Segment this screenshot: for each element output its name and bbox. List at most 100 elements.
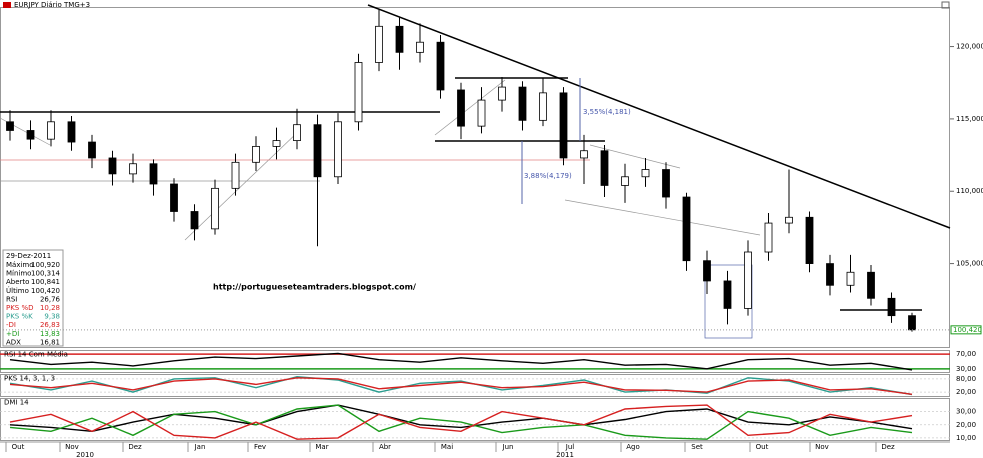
candle-body: [334, 121, 342, 178]
panel-title: RSI 14 Com Média: [4, 351, 68, 359]
x-tick-label: Ago: [626, 443, 640, 451]
candle-body: [682, 196, 691, 262]
info-label: PKS %D: [6, 304, 34, 312]
indicator-line: [9, 352, 913, 371]
candle-body: [211, 187, 219, 230]
info-label: Mínimo: [6, 270, 31, 278]
y-tick-label: 20,00: [956, 388, 976, 396]
candle-body: [887, 297, 896, 317]
x-tick-label: Dez: [881, 443, 895, 451]
candle-body: [662, 169, 670, 198]
indicator-line: [9, 404, 913, 440]
info-value: 100,314: [31, 270, 60, 278]
candle-body: [149, 163, 158, 185]
panel-title: DMI 14: [4, 399, 29, 407]
info-value: 10,28: [40, 304, 60, 312]
indicator-line: [9, 377, 913, 395]
candle-body: [826, 263, 834, 286]
info-label: PKS %K: [6, 313, 33, 321]
candle-body: [88, 141, 96, 159]
x-tick-label: Out: [12, 443, 25, 451]
info-label: ADX: [6, 338, 21, 346]
x-tick-label: Out: [756, 443, 769, 451]
last-price-label: 100,420: [953, 326, 982, 334]
y-tick-label: 30,00: [956, 408, 976, 416]
channel-line: [434, 79, 506, 136]
candle-body: [518, 86, 527, 121]
x-tick-label: Dez: [128, 443, 142, 451]
info-value: 100,420: [31, 287, 60, 295]
candle-body: [436, 41, 445, 91]
x-tick-label: Nov: [815, 443, 829, 451]
candle-body: [129, 163, 137, 175]
candle-body: [293, 124, 301, 142]
dmi-panel: [0, 398, 950, 441]
stoch-panel: [0, 374, 950, 397]
info-value: 26,76: [40, 295, 61, 303]
panel-title: PKS 14, 3, 1, 3: [4, 375, 55, 383]
year-label: 2010: [76, 451, 94, 458]
candle-body: [559, 92, 568, 159]
info-label: RSI: [6, 295, 17, 303]
info-value: 100,841: [31, 278, 60, 286]
candle-body: [272, 140, 281, 147]
x-tick-label: Fev: [254, 443, 266, 451]
y-tick-label: 120,000: [956, 43, 983, 51]
annotation: 3,55%(4,181): [583, 108, 631, 116]
candle-body: [190, 211, 199, 230]
info-value: 100,920: [31, 261, 60, 269]
candle-body: [908, 315, 916, 331]
candle-body: [641, 169, 650, 178]
candle-body: [354, 62, 363, 123]
candle-body: [375, 25, 383, 63]
candle-body: [477, 99, 486, 127]
candle-body: [764, 222, 773, 253]
channel-line: [184, 129, 301, 241]
y-tick-label: 30,00: [956, 365, 976, 373]
y-tick-label: 115,000: [956, 115, 983, 123]
info-label: Aberto: [6, 278, 29, 286]
candle-body: [805, 216, 814, 264]
x-tick-label: Abr: [379, 443, 391, 451]
candle-body: [539, 92, 547, 121]
x-tick-label: Jul: [565, 443, 575, 451]
candle-body: [846, 271, 855, 286]
candle-body: [416, 41, 424, 53]
candle-body: [600, 150, 609, 186]
highlight-box: [704, 264, 753, 339]
indicator-line: [9, 404, 913, 433]
trend-line: [367, 4, 951, 229]
y-tick-label: 110,000: [956, 187, 983, 195]
candle-body: [231, 161, 240, 189]
candle-body: [47, 121, 55, 140]
candle-body: [867, 271, 875, 299]
y-tick-label: 70,00: [956, 350, 976, 358]
candle-body: [621, 176, 629, 186]
y-tick-label: 20,00: [956, 421, 976, 429]
candle-body: [703, 260, 711, 282]
window-button[interactable]: [941, 1, 950, 9]
trend-lines: [0, 4, 951, 311]
candle-body: [67, 121, 76, 143]
candle-body: [457, 89, 465, 127]
candle-body: [395, 25, 404, 53]
candle-body: [26, 130, 35, 140]
candle-body: [744, 251, 752, 309]
last-price-box: [950, 325, 982, 335]
info-value: 16,81: [40, 338, 60, 346]
x-tick-label: Mar: [315, 443, 328, 451]
indicator-line: [9, 404, 913, 440]
info-label: Último: [6, 286, 29, 295]
x-tick-label: Set: [691, 443, 703, 451]
chart-icon: [3, 2, 11, 8]
chart-title: EURJPY Diário TMG+3: [14, 1, 90, 9]
x-tick-label: Mai: [441, 443, 453, 451]
annotation: 3,88%(4,179): [524, 172, 572, 180]
candle-body: [108, 157, 117, 175]
channel-line: [564, 199, 761, 236]
price-panel: [0, 7, 950, 348]
year-label: 2011: [556, 451, 574, 458]
y-tick-label: 105,000: [956, 260, 983, 268]
channel-lines: [0, 79, 761, 339]
